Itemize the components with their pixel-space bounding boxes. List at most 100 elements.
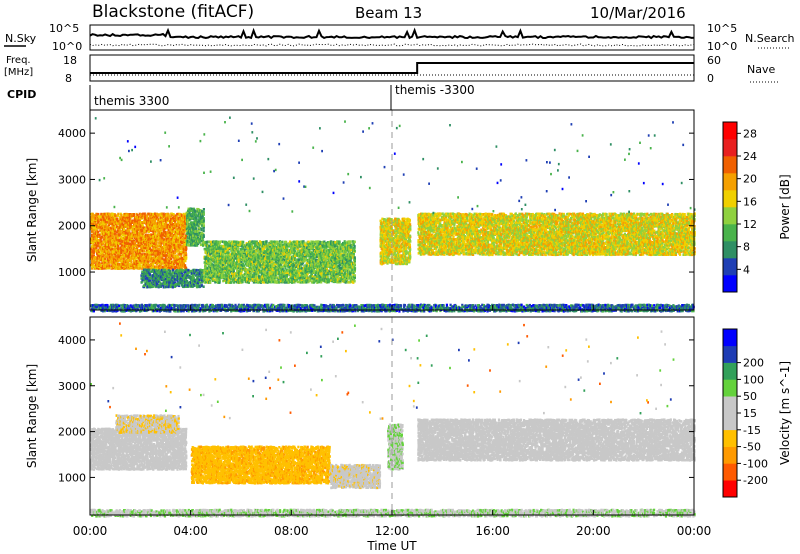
power-ytick-label-4000: 4000 [58, 127, 86, 140]
velocity-region-0 [90, 427, 188, 471]
freq-panel [89, 54, 695, 82]
velocity-region-2 [190, 445, 331, 485]
velocity-swatch-8 [723, 345, 737, 363]
velocity-cbar-label--50: -50 [743, 441, 761, 454]
date-title: 10/Mar/2016 [590, 4, 686, 22]
nsearch-trace [89, 43, 695, 47]
velocity-region-3 [329, 463, 382, 490]
xtick-label-3: 12:00 [375, 524, 410, 538]
cpid-label: CPID [7, 88, 36, 101]
velocity-sparse-points [90, 322, 675, 420]
nsky-label: N.Sky [5, 32, 37, 45]
power-swatch-3 [723, 224, 737, 242]
nave-label: Nave [747, 63, 775, 76]
power-ytick-label-3000: 3000 [58, 173, 86, 186]
power-cbar-label-20: 20 [743, 173, 757, 186]
velocity-swatch-2 [723, 446, 737, 464]
power-swatch-4 [723, 207, 737, 225]
power-sparse-points [94, 116, 696, 215]
xtick-label-1: 04:00 [173, 524, 208, 538]
beam-title: Beam 13 [355, 4, 422, 22]
power-cbar-label-28: 28 [743, 127, 757, 140]
power-region-5 [417, 212, 696, 257]
velocity-cbar-label--200: -200 [743, 474, 768, 487]
velocity-swatch-4 [723, 413, 737, 431]
time-axis-label: Time UT [366, 539, 417, 553]
power-cbar-label-16: 16 [743, 195, 757, 208]
xtick-label-4: 16:00 [475, 524, 510, 538]
velocity-cbar-label--100: -100 [743, 457, 768, 470]
power-ytick-label-2000: 2000 [58, 220, 86, 233]
power-colorbar-label: Power [dB] [778, 174, 792, 239]
power-swatch-0 [723, 275, 737, 293]
velocity-region-1 [115, 414, 180, 435]
cpid-segment-1: themis 3300 [94, 94, 169, 108]
freq-trace [90, 62, 694, 74]
power-cbar-label-8: 8 [743, 241, 750, 254]
power-swatch-9 [723, 122, 737, 140]
power-ytick-label-1000: 1000 [58, 266, 86, 279]
nsearch-label: N.Search [745, 32, 795, 45]
power-region-1 [185, 207, 205, 247]
velocity-region-5 [417, 418, 696, 462]
power-swatch-6 [723, 173, 737, 191]
power-swatch-1 [723, 258, 737, 276]
power-cbar-label-4: 4 [743, 263, 750, 276]
noise-axis-left-bottom: 10^0 [52, 40, 82, 53]
power-panel: 1000 2000 3000 4000 Slant Range [km] [25, 109, 696, 313]
noise-axis-right-bottom: 10^0 [707, 40, 737, 53]
power-swatch-2 [723, 241, 737, 259]
velocity-swatch-5 [723, 396, 737, 414]
power-region-3 [203, 240, 357, 284]
velocity-swatch-1 [723, 463, 737, 481]
power-colorbar: 4 8 12 16 20 24 28 [722, 121, 757, 293]
velocity-region-6 [90, 508, 696, 518]
power-swatch-8 [723, 139, 737, 157]
velocity-swatch-7 [723, 362, 737, 380]
noise-panel [89, 24, 695, 51]
power-swatch-5 [723, 190, 737, 208]
velocity-colorbar: -200 -100 -50 -15 15 50 100 200 [722, 328, 768, 498]
cpid-segment-2: themis -3300 [395, 83, 475, 97]
xtick-label-0: 00:00 [73, 524, 108, 538]
xtick-label-6: 00:00 [677, 524, 712, 538]
xtick-label-5: 20:00 [576, 524, 611, 538]
velocity-cbar-label-15: 15 [743, 407, 757, 420]
velocity-swatch-6 [723, 379, 737, 397]
velocity-ylabel: Slant Range [km] [25, 364, 39, 468]
station-title: Blackstone (fitACF) [92, 2, 254, 22]
velocity-cbar-label-100: 100 [743, 373, 764, 386]
velocity-swatch-3 [723, 429, 737, 447]
velocity-ytick-label-3000: 3000 [58, 380, 86, 393]
nsky-trace [89, 27, 695, 40]
power-region-6 [90, 303, 695, 313]
power-colorbar-frame [722, 121, 738, 293]
velocity-colorbar-label: Velocity [m s^-1] [778, 361, 792, 465]
freq-axis-right-bottom: 0 [707, 72, 714, 85]
velocity-ytick-label-1000: 1000 [58, 471, 86, 484]
power-region-4 [379, 217, 412, 266]
velocity-swatch-0 [723, 480, 737, 498]
velocity-cbar-label-200: 200 [743, 357, 764, 370]
velocity-cbar-label-50: 50 [743, 390, 757, 403]
velocity-panel: 1000 2000 3000 4000 00:00 04:00 08:00 12:00 16:… [25, 305, 711, 553]
power-cbar-label-24: 24 [743, 150, 757, 163]
freq-label: Freq. [6, 55, 31, 66]
power-swatch-7 [723, 156, 737, 174]
freq-axis-right-top: 60 [707, 54, 721, 67]
freq-unit-label: [MHz] [4, 67, 33, 78]
velocity-swatch-9 [723, 329, 737, 347]
power-cbar-label-12: 12 [743, 218, 757, 231]
velocity-region-4 [387, 423, 404, 471]
xtick-label-2: 08:00 [274, 524, 309, 538]
noise-axis-right-top: 10^5 [707, 22, 737, 35]
velocity-cbar-label--15: -15 [743, 424, 761, 437]
velocity-ytick-label-4000: 4000 [58, 334, 86, 347]
power-region-2 [140, 268, 206, 289]
power-ylabel: Slant Range [km] [25, 158, 39, 262]
power-region-0 [90, 212, 188, 270]
freq-axis-left-bottom: 8 [65, 72, 72, 85]
freq-axis-left-top: 18 [63, 54, 77, 67]
velocity-ytick-label-2000: 2000 [58, 426, 86, 439]
